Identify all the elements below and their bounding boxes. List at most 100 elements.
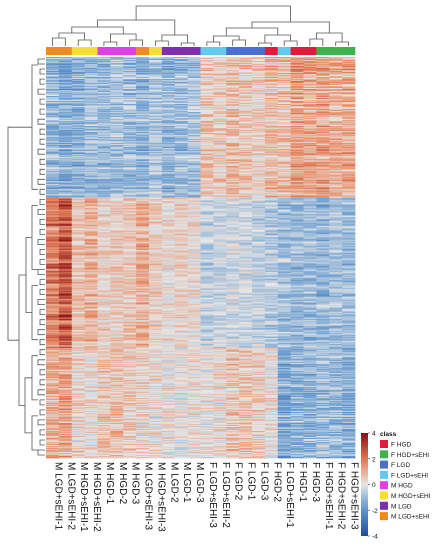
heatmap-cell xyxy=(71,235,85,237)
heatmap-cell xyxy=(58,193,73,195)
heatmap-cell xyxy=(277,176,291,178)
heatmap-cell xyxy=(123,167,137,169)
heatmap-cell xyxy=(316,86,330,88)
heatmap-cell xyxy=(46,200,60,202)
heatmap-cell xyxy=(123,252,137,254)
heatmap-cell xyxy=(123,144,137,146)
heatmap-cell xyxy=(303,246,317,248)
heatmap-cell xyxy=(58,228,73,230)
heatmap-cell xyxy=(213,122,227,124)
heatmap-cell xyxy=(46,249,60,251)
heatmap-cell xyxy=(290,95,304,97)
heatmap-cell xyxy=(200,210,214,212)
heatmap-cell xyxy=(264,67,279,69)
class-annotation-cell xyxy=(239,47,253,55)
heatmap-cell xyxy=(58,247,73,249)
heatmap-cell xyxy=(213,245,227,247)
heatmap-cell xyxy=(58,115,73,117)
heatmap-cell xyxy=(213,211,227,213)
heatmap-cell xyxy=(342,105,356,107)
heatmap-cell xyxy=(329,78,343,80)
heatmap-cell xyxy=(200,207,214,209)
heatmap-cell xyxy=(200,117,214,119)
heatmap-cell xyxy=(264,59,279,61)
heatmap-cell xyxy=(329,68,343,70)
heatmap-cell xyxy=(303,181,317,183)
heatmap-cell xyxy=(58,125,73,127)
heatmap-cell xyxy=(84,145,98,147)
heatmap-cell xyxy=(123,90,137,92)
heatmap-cell xyxy=(226,257,240,259)
heatmap-cell xyxy=(252,186,266,188)
heatmap-cell xyxy=(84,137,98,139)
heatmap-cell xyxy=(303,177,317,179)
heatmap-cell xyxy=(303,167,317,169)
heatmap-cell xyxy=(342,85,356,87)
heatmap-cell xyxy=(58,180,73,182)
heatmap-cell xyxy=(239,120,253,122)
heatmap-cell xyxy=(46,143,60,145)
heatmap-cell xyxy=(84,253,98,255)
heatmap-cell xyxy=(136,232,150,234)
heatmap-cell xyxy=(174,154,188,156)
heatmap-cell xyxy=(174,108,188,110)
heatmap-cell xyxy=(264,246,279,248)
heatmap-cell xyxy=(316,197,330,199)
heatmap-cell xyxy=(71,182,85,184)
heatmap-cell xyxy=(303,163,317,165)
heatmap-cell xyxy=(226,140,240,142)
heatmap-cell xyxy=(136,163,150,165)
heatmap-cell xyxy=(316,57,330,59)
heatmap-cell xyxy=(277,213,291,215)
heatmap-cell xyxy=(213,223,227,225)
heatmap-cell xyxy=(264,189,279,191)
heatmap-cell xyxy=(252,80,266,82)
heatmap-cell xyxy=(149,191,163,193)
heatmap-cell xyxy=(58,197,73,199)
heatmap-cell xyxy=(46,174,60,176)
heatmap-cell xyxy=(136,244,150,246)
heatmap-cell xyxy=(342,119,356,121)
heatmap-cell xyxy=(187,96,201,98)
heatmap-cell xyxy=(110,118,124,120)
heatmap-cell xyxy=(58,216,73,218)
heatmap-cell xyxy=(226,175,240,177)
heatmap-cell xyxy=(46,246,60,248)
heatmap-cell xyxy=(110,154,124,156)
heatmap-cell xyxy=(264,61,279,63)
heatmap-cell xyxy=(84,130,98,132)
heatmap-cell xyxy=(46,63,60,65)
heatmap-cell xyxy=(97,220,111,222)
heatmap-cell xyxy=(149,114,163,116)
heatmap-cell xyxy=(149,143,163,145)
heatmap-cell xyxy=(277,202,291,204)
heatmap-cell xyxy=(187,104,201,106)
heatmap-cell xyxy=(342,229,356,231)
heatmap-cell xyxy=(123,133,137,135)
heatmap-cell xyxy=(303,140,317,142)
heatmap-cell xyxy=(149,244,163,246)
heatmap-cell xyxy=(200,126,214,128)
heatmap-cell xyxy=(161,120,176,122)
heatmap-cell xyxy=(213,244,227,246)
heatmap-cell xyxy=(329,176,343,178)
heatmap-cell xyxy=(187,88,201,90)
heatmap-cell xyxy=(187,92,201,94)
heatmap-cell xyxy=(303,260,317,262)
heatmap-cell xyxy=(303,60,317,62)
heatmap-cell xyxy=(264,60,279,62)
heatmap-cell xyxy=(290,113,304,115)
heatmap-cell xyxy=(213,148,227,150)
heatmap-cell xyxy=(84,256,98,258)
heatmap-cell xyxy=(200,243,214,245)
heatmap-cell xyxy=(342,236,356,238)
heatmap-cell xyxy=(174,228,188,230)
heatmap-cell xyxy=(110,63,124,65)
heatmap-cell xyxy=(264,176,279,178)
heatmap-cell xyxy=(329,195,343,197)
heatmap-cell xyxy=(110,97,124,99)
heatmap-cell xyxy=(110,196,124,198)
heatmap-cell xyxy=(329,191,343,193)
heatmap-cell xyxy=(123,203,137,205)
heatmap-cell xyxy=(316,114,330,116)
